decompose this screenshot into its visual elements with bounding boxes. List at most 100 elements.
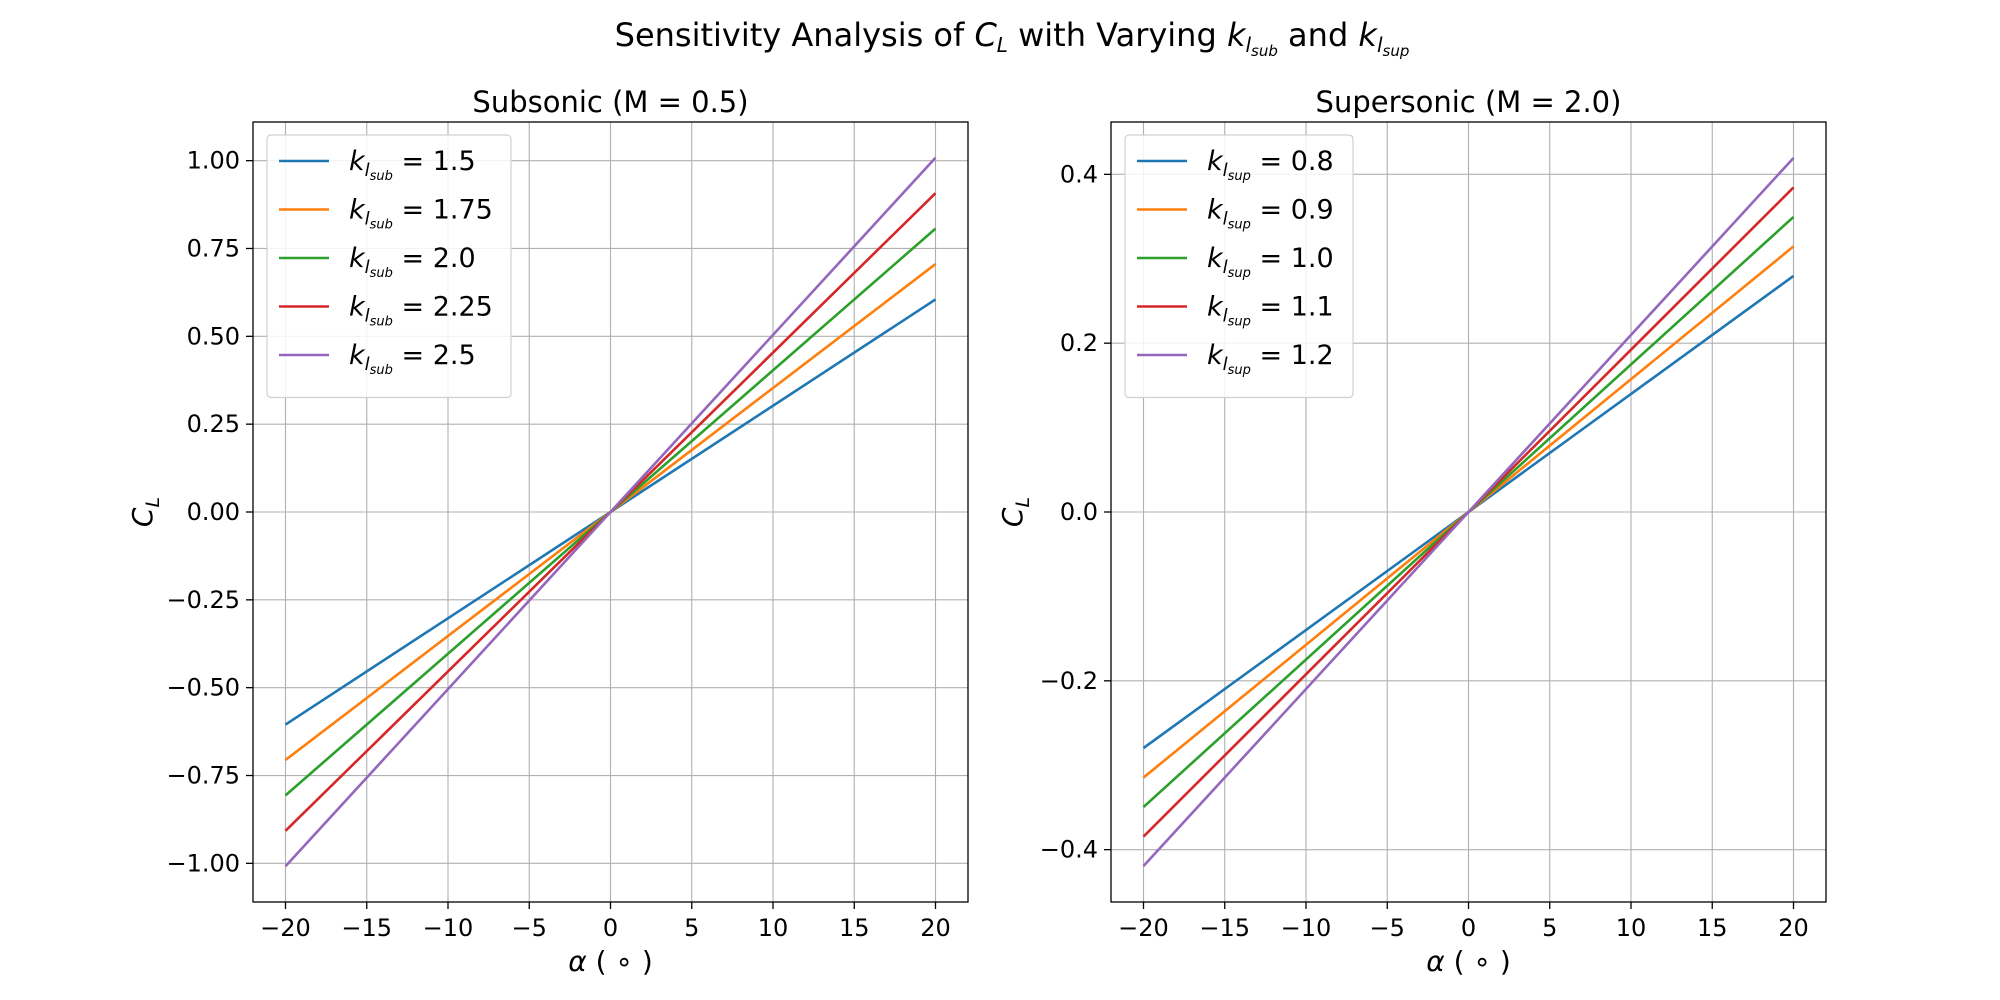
figure-title-middle: with Varying (1008, 16, 1227, 54)
x-tick-label: −15 (341, 914, 392, 942)
legend-subscript: sub (370, 169, 393, 184)
series-line-5 (1142, 157, 1795, 867)
y-axis-label-sub: L (1012, 497, 1034, 508)
x-axis-label-space (1445, 945, 1454, 978)
legend-subscript: sub (370, 315, 393, 330)
legend-subscript: sub (370, 218, 393, 233)
figure-title-cl: C (974, 16, 997, 54)
legend-box (266, 134, 512, 399)
legend-k: k (1207, 146, 1224, 177)
y-tick-label: 0.00 (187, 498, 240, 526)
x-tick-label: 5 (684, 914, 699, 942)
y-tick-label: −0.25 (166, 586, 240, 614)
x-tick-label: −15 (1199, 914, 1250, 942)
y-axis-label: CL (996, 497, 1034, 527)
legend-k: k (349, 243, 366, 274)
figure-title-and: and (1278, 16, 1359, 54)
x-axis-label: α ( ∘ ) (568, 945, 653, 978)
x-tick-label: −20 (260, 914, 311, 942)
x-tick-label: 20 (920, 914, 951, 942)
x-axis-label-space (587, 945, 596, 978)
legend-subscript: sub (370, 266, 393, 281)
x-tick-label: 0 (1461, 914, 1476, 942)
legend-l: l (1223, 354, 1228, 375)
figure-title-cl-sub: L (997, 33, 1008, 57)
subplot-2: −20 −15 −10 −5 0 5 10 15 20 −0.4 −0.2 0.0 0.2 0.4 Supe… (996, 85, 1827, 978)
legend-k: k (349, 195, 366, 226)
legend-equals: = (1251, 292, 1291, 323)
legend-l: l (365, 160, 370, 181)
series-lines (1142, 157, 1795, 867)
figure-title-sub1: sub (1251, 42, 1278, 60)
y-tick-label: −1.00 (166, 849, 240, 877)
y-tick-label: 0.2 (1060, 329, 1098, 357)
legend-subscript: sup (1228, 363, 1251, 378)
legend-label-5: klsup = 1.2 (1207, 340, 1334, 378)
legend-subscript: sub (370, 363, 393, 378)
x-axis-label-symbol: α (1426, 945, 1445, 978)
legend-box (1124, 134, 1354, 399)
legend-label-1: klsup = 0.8 (1207, 146, 1334, 184)
subplot-1: −20 −15 −10 −5 0 5 10 15 20 −1.00 −0.75 −0.50 −0.25 0… (126, 85, 969, 978)
y-tick-label: 0.75 (187, 234, 240, 262)
x-tick-label: 15 (1697, 914, 1728, 942)
legend-value: 2.5 (433, 340, 476, 371)
x-tick-label: 10 (758, 914, 789, 942)
legend-label-1: klsub = 1.5 (349, 146, 476, 184)
legend-label-2: klsup = 0.9 (1207, 195, 1334, 233)
legend-value: 0.8 (1291, 146, 1334, 177)
x-tick-label: −10 (423, 914, 474, 942)
legend-subscript: sup (1228, 218, 1251, 233)
figure-title: Sensitivity Analysis of CL with Varying … (615, 16, 1410, 60)
x-tick-label: −10 (1281, 914, 1332, 942)
x-ticks: −20 −15 −10 −5 0 5 10 15 20 (1118, 902, 1809, 942)
figure-title-k2: k (1358, 16, 1378, 54)
subplot-title: Subsonic (M = 0.5) (472, 85, 748, 119)
x-tick-label: −5 (1370, 914, 1405, 942)
subplots: −20 −15 −10 −5 0 5 10 15 20−1.00−0.75−0.50−0.250… (126, 85, 1827, 978)
legend-l: l (365, 354, 370, 375)
legend-l: l (1223, 160, 1228, 181)
legend-value: 1.1 (1291, 292, 1334, 323)
x-tick-label: 0 (603, 914, 618, 942)
legend-label-3: klsub = 2.0 (349, 243, 476, 281)
legend-value: 1.5 (433, 146, 476, 177)
x-axis-label-unit: ( ∘ ) (1454, 945, 1511, 978)
legend-subscript: sup (1228, 169, 1251, 184)
legend-value: 1.2 (1291, 340, 1334, 371)
legend-equals: = (393, 292, 433, 323)
x-tick-label: −5 (512, 914, 547, 942)
series-lines (284, 156, 937, 868)
y-tick-label: 0.0 (1060, 498, 1098, 526)
legend-label-4: klsup = 1.1 (1207, 292, 1334, 330)
legend-k: k (1207, 292, 1224, 323)
x-tick-label: 5 (1542, 914, 1557, 942)
legend-equals: = (393, 340, 433, 371)
legend-k: k (1207, 243, 1224, 274)
x-axis-label-unit: ( ∘ ) (596, 945, 653, 978)
y-tick-label: −0.75 (166, 762, 240, 790)
legend-value: 2.0 (433, 243, 476, 274)
y-tick-label: 0.4 (1060, 160, 1098, 188)
y-tick-label: −0.50 (166, 674, 240, 702)
legend-subscript: sup (1228, 315, 1251, 330)
y-tick-label: −0.2 (1040, 667, 1098, 695)
y-axis-label-sub: L (142, 497, 164, 508)
legend-k: k (349, 340, 366, 371)
x-tick-label: 20 (1778, 914, 1809, 942)
y-tick-label: 0.50 (187, 322, 240, 350)
x-axis-label: α ( ∘ ) (1426, 945, 1511, 978)
y-tick-label: 0.25 (187, 410, 240, 438)
figure-title-prefix: Sensitivity Analysis of (615, 16, 975, 54)
subplot-title: Supersonic (M = 2.0) (1316, 85, 1622, 119)
legend-l: l (1223, 257, 1228, 278)
legend-value: 1.0 (1291, 243, 1334, 274)
legend-label-4: klsub = 2.25 (349, 292, 493, 330)
x-tick-label: 15 (839, 914, 870, 942)
legend-k: k (1207, 340, 1224, 371)
x-tick-label: −20 (1118, 914, 1169, 942)
